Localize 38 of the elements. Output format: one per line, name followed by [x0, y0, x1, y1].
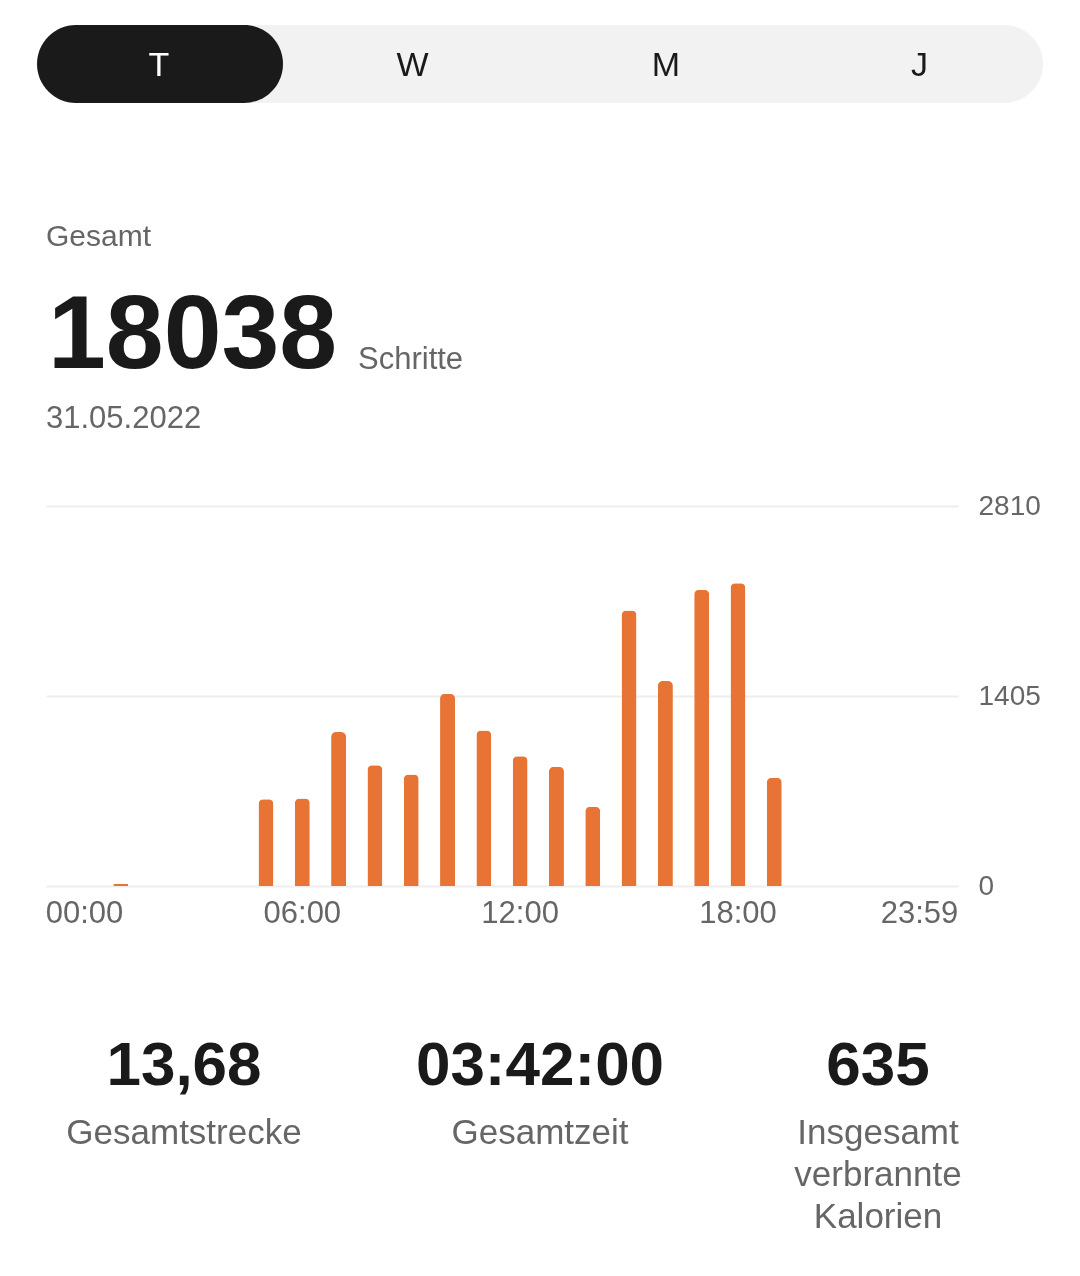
y-tick-label: 0	[978, 869, 995, 901]
bar	[331, 731, 347, 886]
bar	[367, 765, 383, 886]
bar	[585, 806, 601, 886]
x-tick-label: 00:00	[45, 894, 124, 930]
bar	[403, 774, 419, 886]
text: Gesamtstrecke	[66, 1112, 302, 1151]
text: 03:42:00	[415, 1029, 665, 1098]
text: 18038	[48, 274, 338, 390]
x-tick-label: 06:00	[263, 894, 342, 930]
text: Insgesamt verbrannte Kalorien	[794, 1112, 962, 1235]
x-tick-label: 23:59	[880, 894, 959, 930]
bar	[548, 766, 564, 886]
text: J	[911, 45, 928, 83]
text: 31.05.2022	[46, 400, 202, 435]
text: M	[651, 45, 681, 83]
bar	[730, 583, 746, 886]
bar	[440, 693, 456, 886]
text: 635	[826, 1029, 930, 1098]
bar	[258, 799, 274, 886]
bar	[657, 680, 673, 886]
bar	[694, 589, 710, 886]
text: W	[396, 45, 429, 83]
chart-title: Gesamt	[46, 219, 152, 252]
bar	[512, 756, 528, 886]
x-tick-label: 12:00	[481, 894, 559, 930]
x-tick-label: 18:00	[699, 894, 777, 930]
y-tick-label: 1405	[978, 679, 1041, 711]
bar	[294, 798, 310, 886]
text: Schritte	[358, 341, 464, 376]
bar	[766, 777, 782, 886]
text: 13,68	[106, 1029, 262, 1098]
text: Gesamtzeit	[451, 1112, 629, 1151]
bar	[476, 730, 492, 886]
bar	[113, 883, 129, 886]
y-tick-label: 2810	[978, 489, 1041, 521]
bar	[621, 610, 637, 886]
text: T	[148, 45, 170, 83]
